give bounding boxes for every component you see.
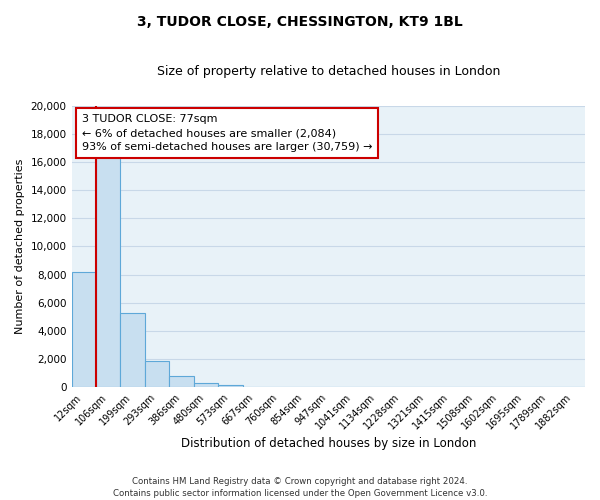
Bar xyxy=(71,272,96,388)
Bar xyxy=(121,312,145,388)
Title: Size of property relative to detached houses in London: Size of property relative to detached ho… xyxy=(157,65,500,78)
Bar xyxy=(194,383,218,388)
Bar xyxy=(145,362,169,388)
Text: Contains HM Land Registry data © Crown copyright and database right 2024.
Contai: Contains HM Land Registry data © Crown c… xyxy=(113,476,487,498)
X-axis label: Distribution of detached houses by size in London: Distribution of detached houses by size … xyxy=(181,437,476,450)
Text: 3, TUDOR CLOSE, CHESSINGTON, KT9 1BL: 3, TUDOR CLOSE, CHESSINGTON, KT9 1BL xyxy=(137,15,463,29)
Bar xyxy=(169,376,194,388)
Bar xyxy=(218,384,242,388)
Text: 3 TUDOR CLOSE: 77sqm
← 6% of detached houses are smaller (2,084)
93% of semi-det: 3 TUDOR CLOSE: 77sqm ← 6% of detached ho… xyxy=(82,114,373,152)
Bar xyxy=(96,154,121,388)
Y-axis label: Number of detached properties: Number of detached properties xyxy=(15,159,25,334)
